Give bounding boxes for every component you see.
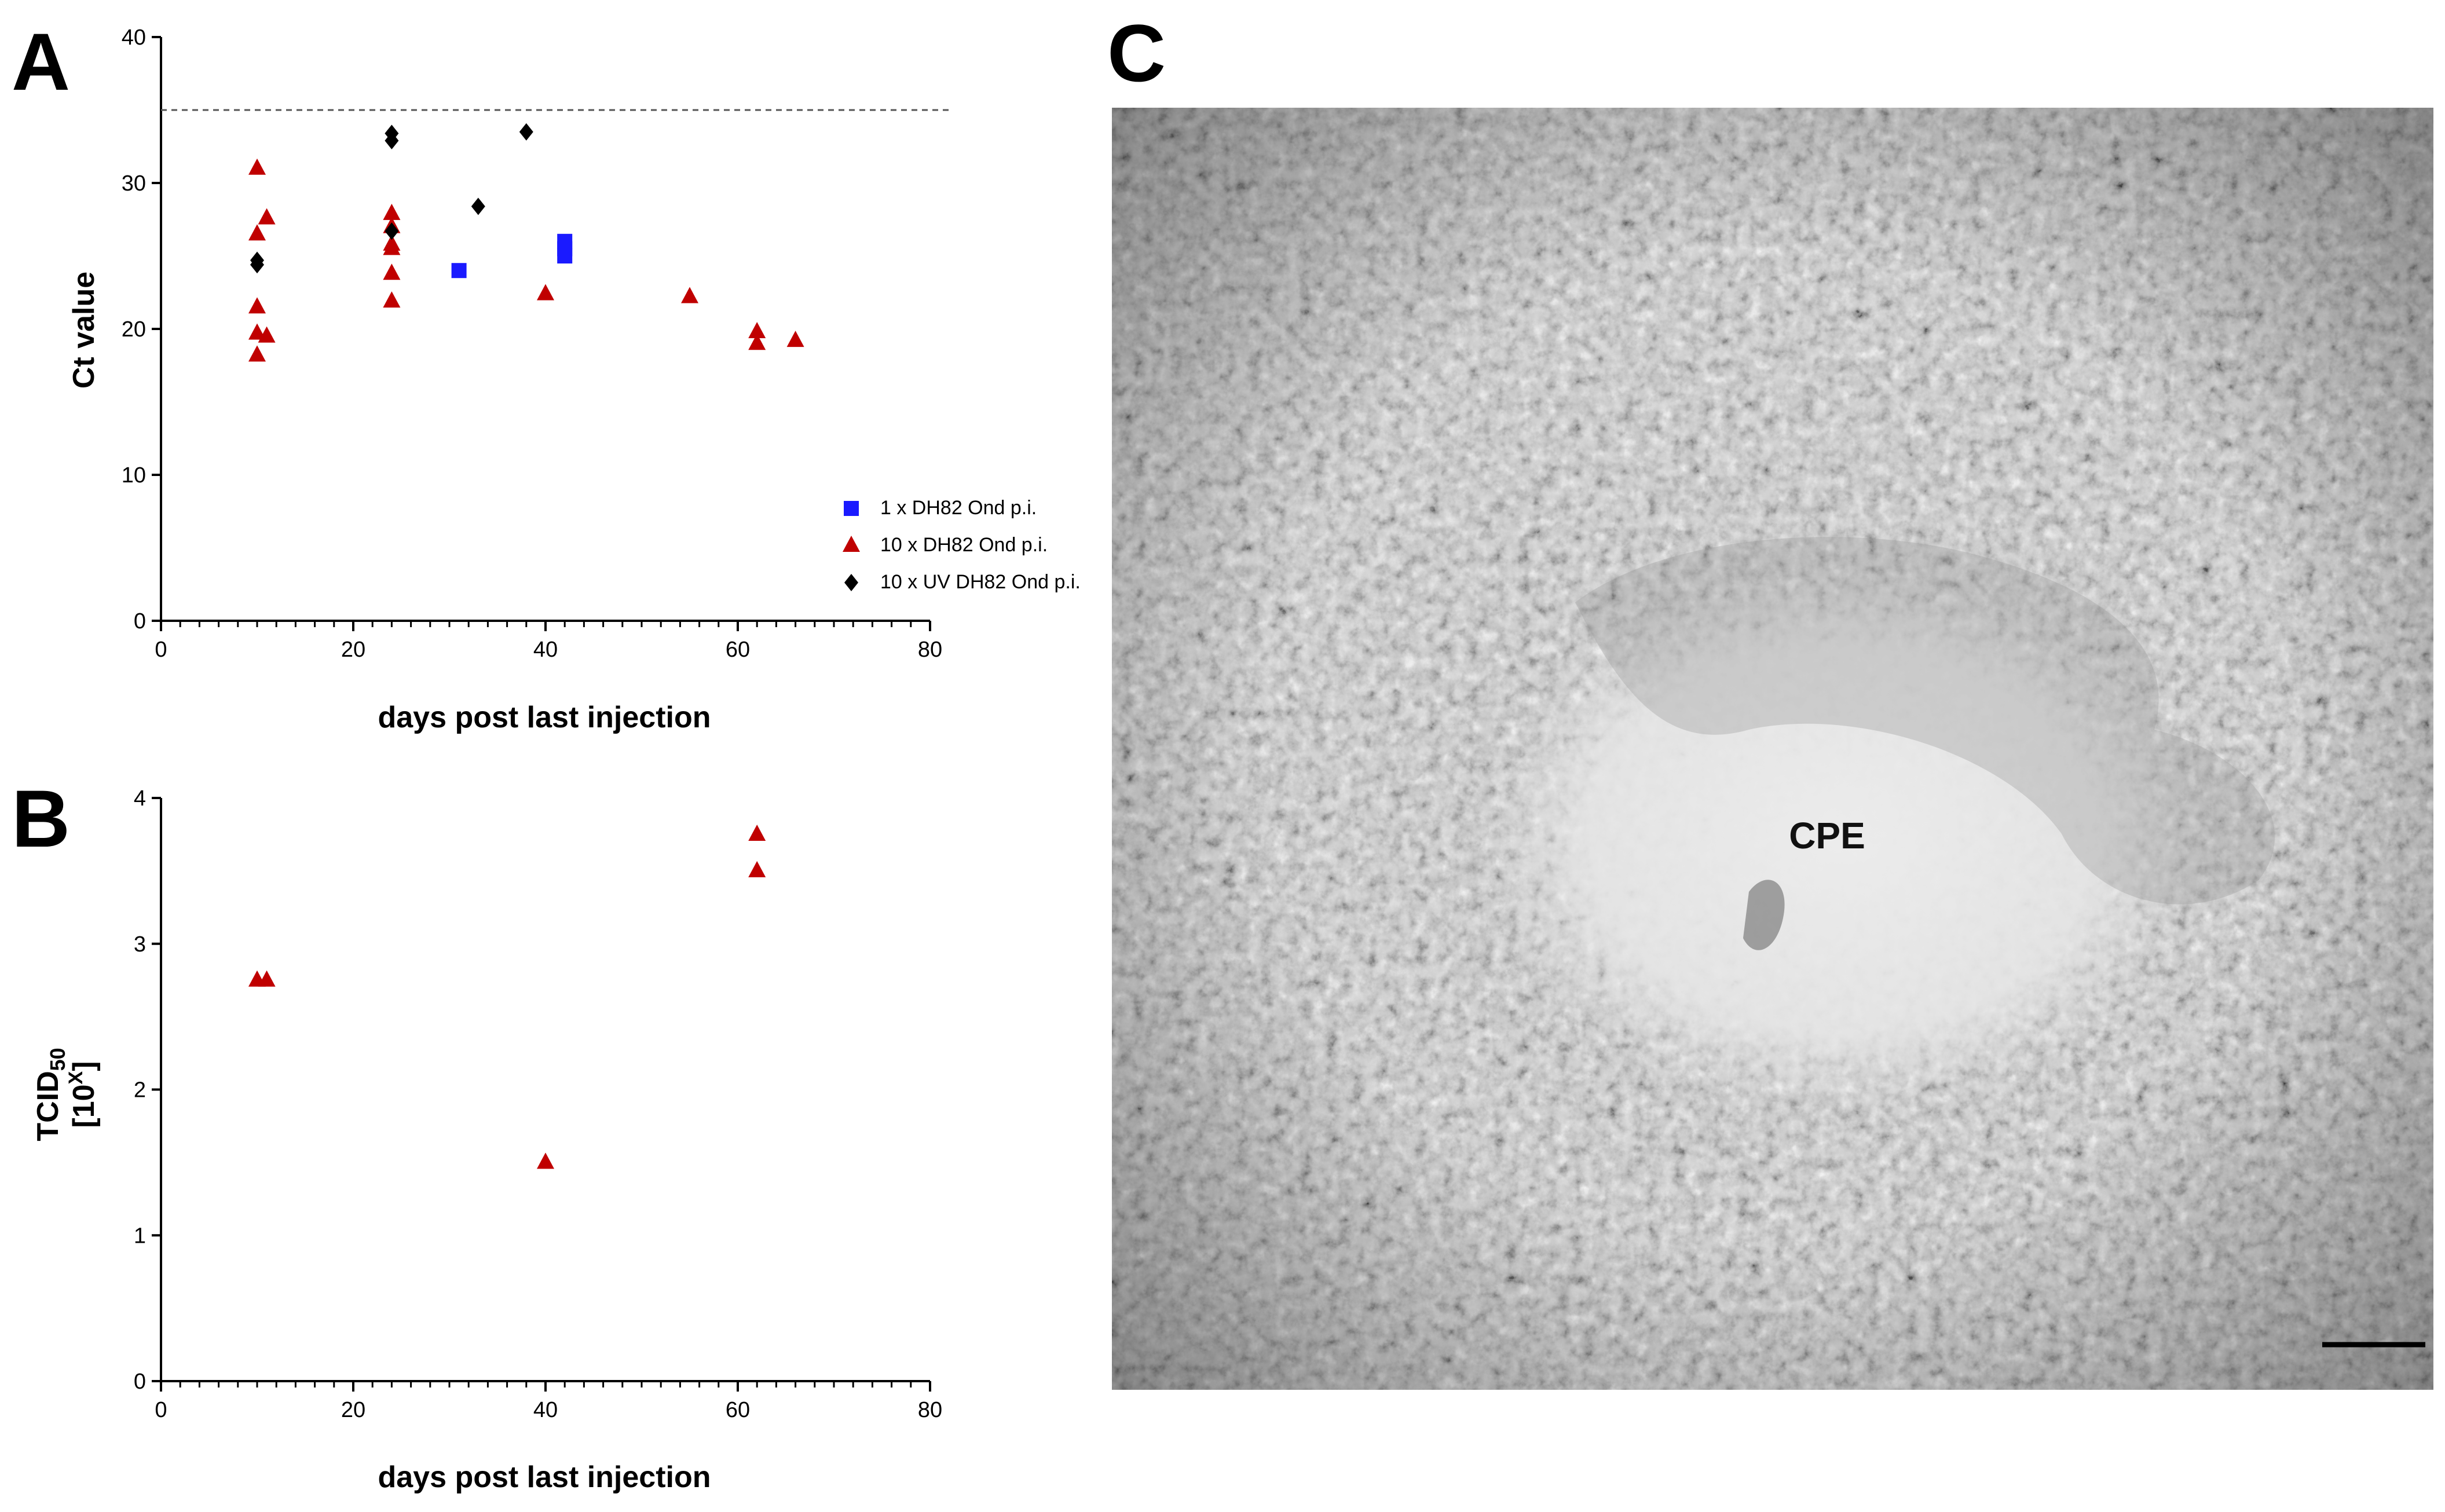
- y-label-unit-sup: X: [65, 1071, 87, 1084]
- chart-a-y-tick-label: 0: [134, 609, 146, 634]
- chart-b-y-tick-label: 1: [134, 1224, 146, 1248]
- chart-b-y-tick-label: 4: [134, 786, 146, 811]
- chart-a-y-tick-label: 20: [122, 317, 146, 342]
- chart-b-x-axis-label: days post last injection: [378, 1460, 711, 1494]
- chart-a-ct-values: 0 20 40 60 80 0 10 20 30 40 days post last inject…: [67, 25, 1081, 734]
- chart-a-marks: [248, 123, 804, 362]
- panel-letter-c: C: [1107, 8, 1166, 98]
- y-label-tcid-sub: 50: [46, 1048, 69, 1071]
- chart-a-series-2-point: [250, 256, 264, 274]
- chart-a-series-1-point: [681, 287, 698, 303]
- legend-label-1: 10 x DH82 Ond p.i.: [880, 534, 1048, 556]
- chart-b-axes: 0 20 40 60 80 0 1 2 3 4: [134, 786, 942, 1422]
- chart-a-series-1-point: [537, 284, 554, 301]
- chart-a-y-tick-label: 30: [122, 171, 146, 196]
- chart-a-series-1-point: [248, 345, 266, 362]
- cpe-cell-debris: [1743, 880, 1785, 950]
- chart-a-series-1-point: [258, 208, 276, 225]
- y-label-unit: [10: [67, 1084, 101, 1127]
- chart-a-x-tick-label: 80: [918, 638, 942, 662]
- panel-letter-b: B: [12, 773, 70, 864]
- legend-label-0: 1 x DH82 Ond p.i.: [880, 497, 1037, 519]
- cpe-clearing-zone: [1483, 568, 2201, 1112]
- chart-a-series-0-point: [557, 233, 573, 249]
- chart-a-series-0-point: [451, 263, 467, 279]
- legend-marker-2: [844, 574, 858, 591]
- chart-b-x-tick-label: 60: [726, 1398, 750, 1422]
- legend-label-2: 10 x UV DH82 Ond p.i.: [880, 571, 1081, 593]
- chart-b-series-0-point: [258, 970, 276, 987]
- legend-marker-1: [843, 536, 860, 552]
- chart-a-series-1-point: [748, 334, 766, 350]
- chart-a-x-axis-label: days post last injection: [378, 701, 711, 734]
- chart-b-y-tick-label: 3: [134, 932, 146, 957]
- chart-a-series-1-point: [248, 297, 266, 314]
- chart-a-series-1-point: [248, 323, 266, 340]
- chart-b-y-tick-label: 2: [134, 1078, 146, 1103]
- chart-b-x-tick-label: 80: [918, 1398, 942, 1422]
- cpe-label: CPE: [1789, 815, 1865, 856]
- chart-a-y-tick-label: 10: [122, 463, 146, 488]
- legend-marker-0: [844, 501, 859, 516]
- cpe-cell-cluster-edge: [1575, 537, 2275, 905]
- chart-a-series-2-point: [471, 197, 485, 215]
- chart-b-series-0-point: [537, 1152, 554, 1169]
- chart-a-series-1-point: [258, 326, 276, 343]
- svg-text:[10X]: [10X]: [65, 1061, 101, 1127]
- chart-a-series-1-point: [383, 239, 401, 255]
- chart-a-y-tick-label: 40: [122, 25, 146, 50]
- svg-text:TCID50: TCID50: [31, 1048, 69, 1141]
- chart-a-legend: 1 x DH82 Ond p.i. 10 x DH82 Ond p.i. 10 x …: [843, 497, 1081, 593]
- chart-a-series-1-point: [748, 322, 766, 339]
- chart-a-series-2-point: [385, 131, 399, 149]
- panel-letter-a: A: [12, 16, 70, 107]
- chart-a-x-tick-label: 40: [533, 638, 558, 662]
- y-label-unit-close: ]: [67, 1061, 101, 1071]
- chart-a-y-axis-label: Ct value: [67, 272, 101, 389]
- chart-a-series-1-point: [786, 331, 804, 347]
- chart-b-x-tick-label: 20: [341, 1398, 365, 1422]
- chart-b-x-tick-label: 40: [533, 1398, 558, 1422]
- chart-a-series-1-point: [383, 263, 401, 280]
- chart-a-series-1-point: [248, 224, 266, 241]
- chart-b-x-tick-label: 0: [155, 1398, 167, 1422]
- chart-a-series-2-point: [385, 222, 399, 240]
- chart-a-series-1-point: [248, 158, 266, 175]
- y-label-tcid: TCID: [31, 1071, 65, 1141]
- chart-a-x-tick-label: 0: [155, 638, 167, 662]
- chart-a-series-1-point: [383, 291, 401, 308]
- chart-b-y-tick-label: 0: [134, 1370, 146, 1394]
- chart-a-series-2-point: [519, 123, 533, 141]
- chart-b-series-0-point: [748, 861, 766, 877]
- chart-a-x-tick-label: 60: [726, 638, 750, 662]
- chart-a-axes: 0 20 40 60 80 0 10 20 30 40: [122, 25, 950, 662]
- chart-b-series-0-point: [748, 824, 766, 841]
- chart-a-x-tick-label: 20: [341, 638, 365, 662]
- micrograph-panel: CPE: [1112, 108, 2433, 1390]
- chart-a-series-1-point: [383, 203, 401, 220]
- chart-b-y-axis-label: TCID50 [10X]: [31, 1048, 101, 1141]
- chart-b-marks: [248, 824, 766, 1169]
